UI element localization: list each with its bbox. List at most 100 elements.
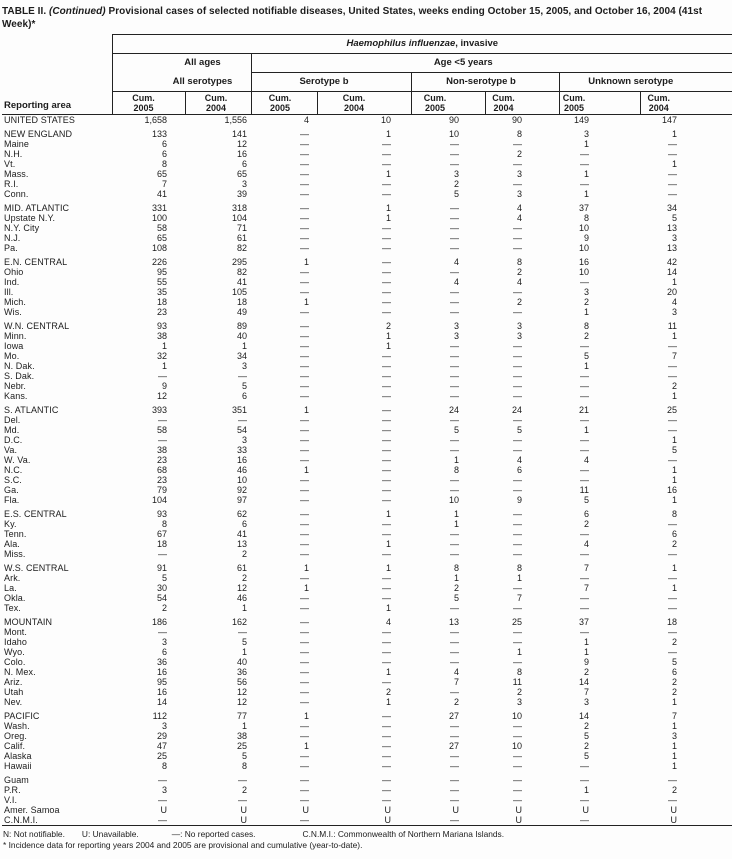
value-cell: 295	[231, 257, 247, 267]
value-cell: 29	[156, 731, 167, 741]
value-cell: —	[668, 425, 678, 435]
value-cell: —	[580, 277, 589, 287]
table-row: Ind. 55 41 — — 4 4 — 1	[2, 277, 732, 287]
reporting-area-cell: Hawaii	[4, 761, 32, 771]
value-cell: 2	[583, 331, 589, 341]
value-cell: —	[382, 445, 391, 455]
value-cell: 1	[385, 341, 391, 351]
value-cell: 38	[156, 445, 167, 455]
value-cell: 3	[241, 435, 247, 445]
value-cell: 23	[156, 455, 167, 465]
table-row: Idaho 3 5 — — — — 1 2	[2, 637, 732, 647]
value-cell: —	[513, 361, 522, 371]
table-row: E.S. CENTRAL 93 62 — 1 1 — 6 8	[2, 509, 732, 519]
table-row: N.J. 65 61 — — — — 9 3	[2, 233, 732, 243]
value-cell: —	[382, 465, 391, 475]
table-row: Ala. 18 13 — 1 — — 4 2	[2, 539, 732, 549]
value-cell: —	[668, 189, 678, 199]
value-cell: 16	[236, 455, 247, 465]
value-cell: 91	[156, 563, 167, 573]
value-cell: —	[300, 159, 309, 169]
value-cell: 46	[236, 593, 247, 603]
value-cell: —	[382, 761, 391, 771]
table-title-text: Provisional cases of selected notifiable…	[2, 6, 703, 30]
value-cell: 3	[453, 321, 459, 331]
table-row: Nebr. 9 5 — — — — — 2	[2, 381, 732, 391]
value-cell: 1	[672, 751, 678, 761]
value-cell: 12	[236, 687, 247, 697]
value-cell: 30	[156, 583, 167, 593]
reporting-area-cell: Utah	[4, 687, 24, 697]
value-cell: —	[450, 795, 459, 805]
value-cell: 1	[385, 203, 391, 213]
value-cell: —	[382, 519, 391, 529]
value-cell: 18	[667, 617, 678, 627]
value-cell: —	[450, 391, 459, 401]
value-cell: —	[300, 203, 309, 213]
table-row: Vt. 8 6 — — — — — 1	[2, 159, 732, 169]
value-cell: 2	[241, 549, 247, 559]
value-cell: 8	[241, 761, 247, 771]
value-cell: —	[158, 815, 167, 825]
value-cell: 16	[667, 485, 678, 495]
value-cell: 1	[672, 391, 678, 401]
value-cell: —	[450, 203, 459, 213]
reporting-area-cell: N.J.	[4, 233, 21, 243]
reporting-area-cell: Ohio	[4, 267, 24, 277]
value-cell: 1	[303, 297, 309, 307]
value-cell: —	[158, 795, 167, 805]
value-cell: —	[450, 637, 459, 647]
value-cell: 1	[516, 647, 522, 657]
value-cell: —	[300, 139, 309, 149]
value-cell: 1	[583, 647, 589, 657]
value-cell: —	[300, 815, 309, 825]
value-cell: —	[513, 583, 522, 593]
value-cell: —	[513, 371, 522, 381]
value-cell: 1	[385, 213, 391, 223]
table-row: P.R. 3 2 — — — — 1 2	[2, 785, 732, 795]
value-cell: 7	[672, 351, 678, 361]
table-row: Mo. 32 34 — — — — 5 7	[2, 351, 732, 361]
value-cell: 8	[161, 159, 167, 169]
value-cell: 1	[672, 761, 678, 771]
table-row: E.N. CENTRAL 226 295 1 — 4 8 16 42	[2, 257, 732, 267]
value-cell: —	[300, 529, 309, 539]
value-cell: 7	[516, 593, 522, 603]
value-cell: 1	[303, 257, 309, 267]
value-cell: 4	[516, 277, 522, 287]
value-cell: 105	[231, 287, 247, 297]
value-cell: 1	[385, 539, 391, 549]
value-cell: —	[300, 495, 309, 505]
value-cell: 90	[511, 115, 522, 125]
value-cell: 10	[236, 475, 247, 485]
value-cell: 21	[578, 405, 589, 415]
reporting-area-cell: N.C.	[4, 465, 23, 475]
footnote-no-reported-cases: —: No reported cases.	[171, 829, 256, 839]
value-cell: 2	[583, 297, 589, 307]
value-cell: —	[450, 297, 459, 307]
value-cell: —	[513, 795, 522, 805]
table-row: Conn. 41 39 — — 5 3 1 —	[2, 189, 732, 199]
value-cell: 38	[156, 331, 167, 341]
value-cell: 37	[578, 203, 589, 213]
value-cell: —	[668, 139, 678, 149]
table-row: S.C. 23 10 — — — — — 1	[2, 475, 732, 485]
reporting-area-cell: Tenn.	[4, 529, 27, 539]
value-cell: —	[300, 361, 309, 371]
value-cell: 18	[156, 297, 167, 307]
value-cell: 6	[241, 391, 247, 401]
value-cell: 4	[672, 297, 678, 307]
table-body: UNITED STATES 1,658 1,556 4 10 90 90 149 147 NEW …	[2, 115, 732, 826]
value-cell: 1	[385, 603, 391, 613]
value-cell: 1	[303, 741, 309, 751]
value-cell: 1	[453, 455, 459, 465]
value-cell: 16	[236, 149, 247, 159]
value-cell: 3	[672, 731, 678, 741]
value-cell: 16	[156, 667, 167, 677]
value-cell: —	[300, 751, 309, 761]
group-header-unknown-serotype: Unknown serotype	[558, 72, 732, 92]
value-cell: 5	[583, 351, 589, 361]
value-cell: 1	[385, 697, 391, 707]
reporting-area-cell: La.	[4, 583, 17, 593]
